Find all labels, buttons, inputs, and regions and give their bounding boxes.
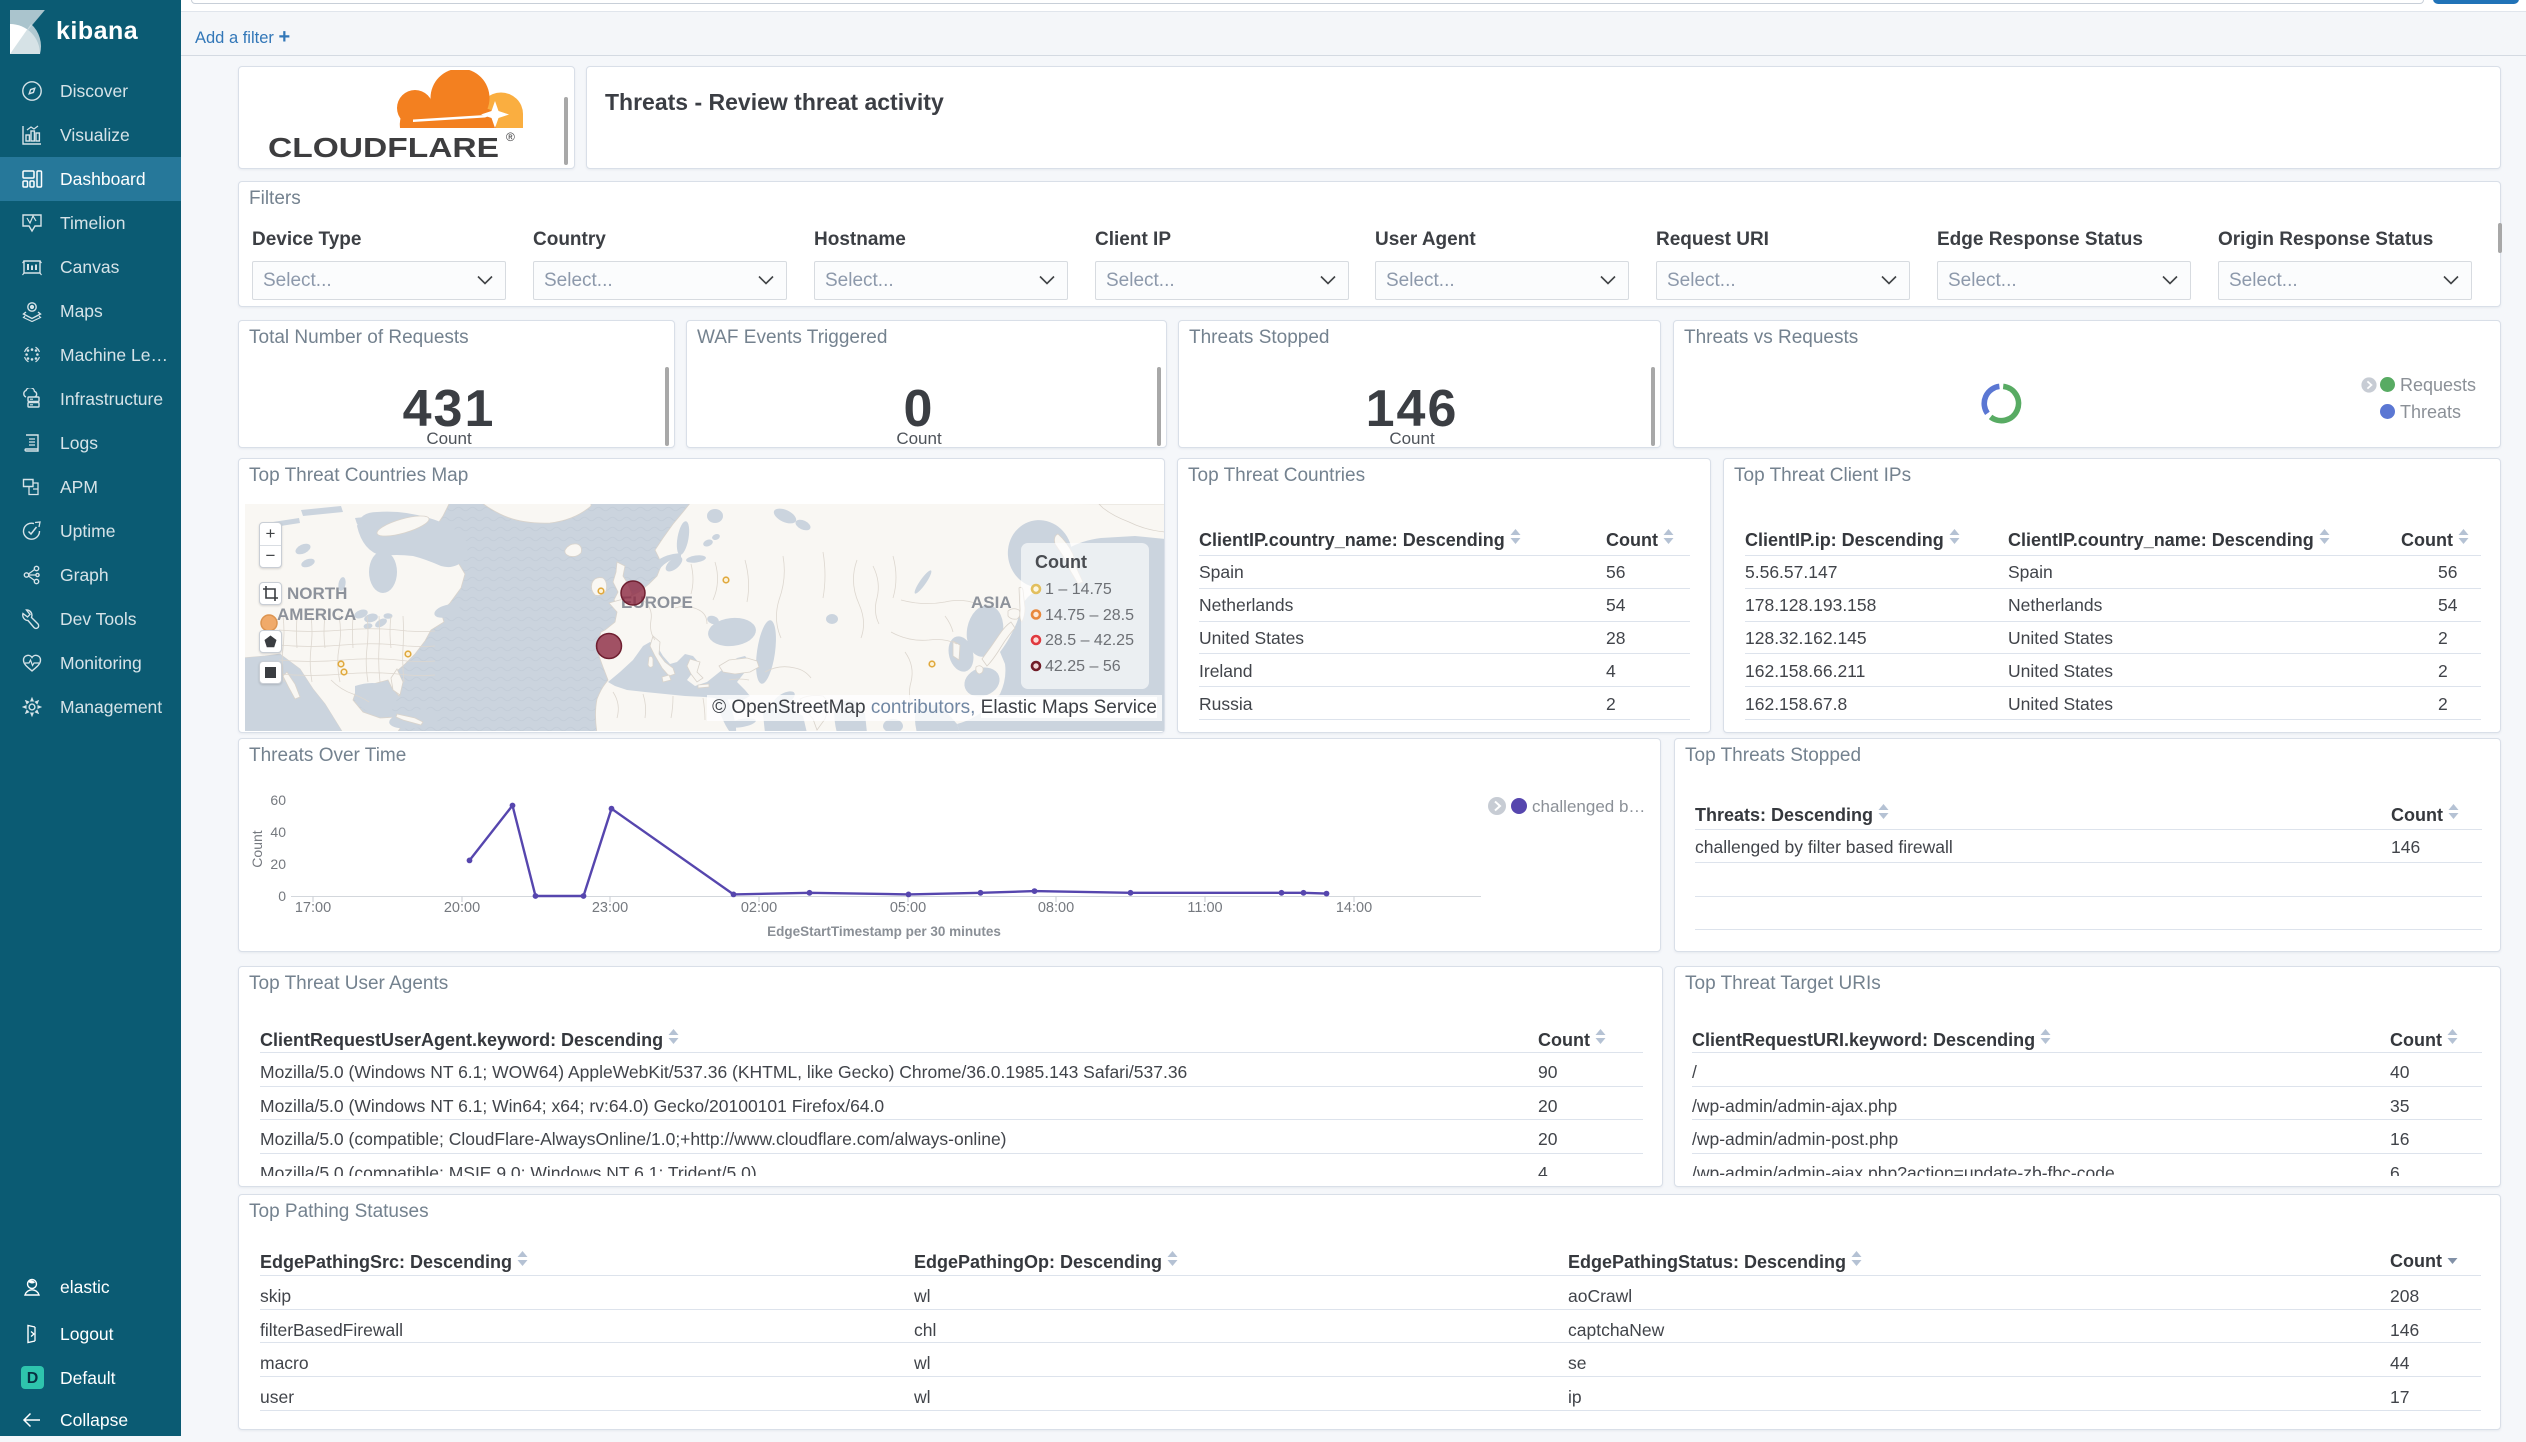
svg-text:®: ®: [506, 130, 515, 144]
svg-text:17:00: 17:00: [295, 900, 331, 916]
svg-text:Count: Count: [249, 830, 265, 867]
svg-text:20:00: 20:00: [444, 900, 480, 916]
svg-text:11:00: 11:00: [1187, 900, 1222, 916]
svg-text:40: 40: [270, 824, 286, 840]
svg-text:0: 0: [278, 888, 286, 904]
svg-text:02:00: 02:00: [741, 900, 777, 916]
svg-text:20: 20: [270, 856, 286, 872]
svg-text:60: 60: [270, 792, 286, 808]
svg-text:CLOUDFLARE: CLOUDFLARE: [268, 132, 499, 163]
svg-text:23:00: 23:00: [592, 900, 628, 916]
svg-text:08:00: 08:00: [1038, 900, 1074, 916]
svg-text:05:00: 05:00: [890, 900, 926, 916]
svg-text:ASIA: ASIA: [971, 593, 1012, 612]
svg-text:D: D: [27, 1370, 39, 1387]
svg-text:14:00: 14:00: [1336, 900, 1372, 916]
svg-text:EdgeStartTimestamp per 30 minu: EdgeStartTimestamp per 30 minutes: [767, 924, 1001, 939]
svg-text:AMERICA: AMERICA: [277, 605, 356, 624]
svg-text:NORTH: NORTH: [287, 584, 347, 603]
